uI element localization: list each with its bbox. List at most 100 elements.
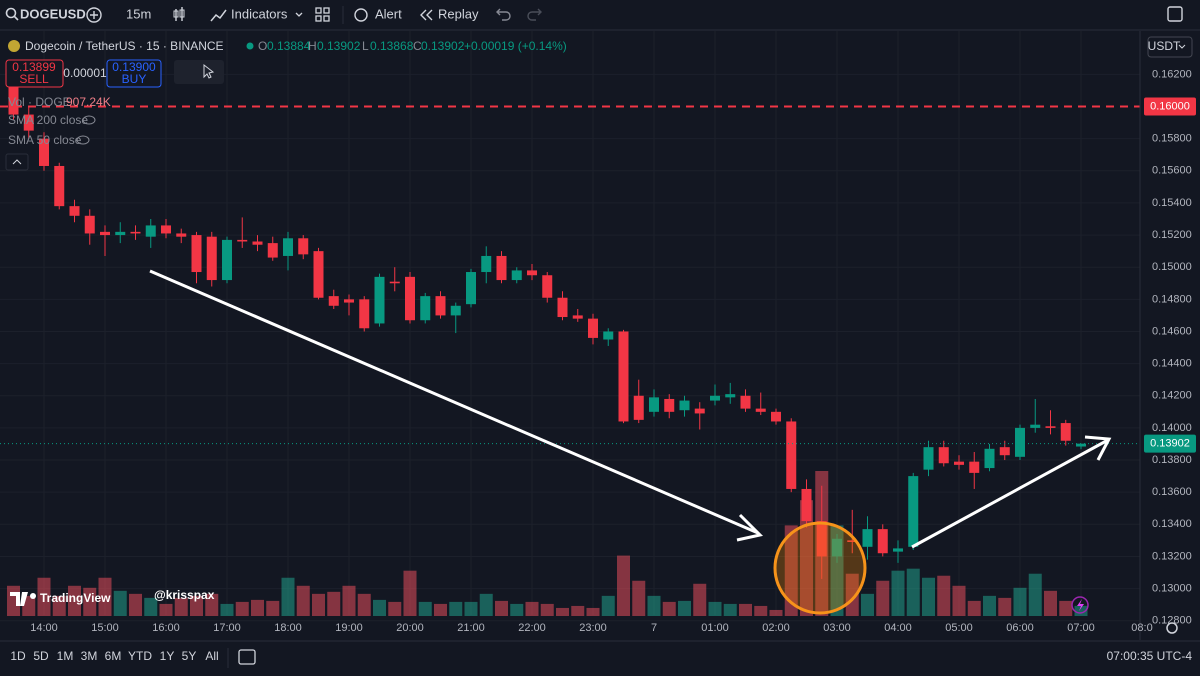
volume-bar bbox=[83, 587, 97, 616]
candle-body bbox=[1030, 424, 1041, 428]
candle-body bbox=[405, 276, 415, 321]
candle-body bbox=[801, 488, 812, 522]
volume-bar bbox=[159, 603, 173, 616]
range-button[interactable]: 1M bbox=[57, 649, 74, 663]
volume-bar bbox=[937, 575, 951, 616]
range-button[interactable]: 1D bbox=[10, 649, 26, 663]
last-price-label: 0.13902 bbox=[1150, 438, 1190, 450]
y-tick-label: 0.13200 bbox=[1152, 550, 1192, 562]
y-tick-label: 0.16200 bbox=[1152, 68, 1192, 80]
sell-price: 0.13899 bbox=[12, 60, 56, 74]
search-icon-handle bbox=[13, 15, 19, 21]
cursor-icon bbox=[203, 63, 215, 79]
watermark: TradingView @krisspax bbox=[10, 588, 215, 606]
volume-bar bbox=[769, 609, 783, 616]
volume-bar bbox=[418, 601, 432, 616]
search-icon[interactable] bbox=[5, 7, 17, 19]
volume-bar bbox=[708, 601, 722, 616]
redo[interactable] bbox=[527, 8, 542, 21]
collapse-icon bbox=[12, 159, 22, 165]
range-button[interactable]: 6M bbox=[105, 649, 122, 663]
layouts-icon[interactable] bbox=[315, 7, 330, 22]
candle-body bbox=[588, 318, 598, 338]
currency-button[interactable] bbox=[1147, 36, 1193, 58]
candle-body bbox=[511, 270, 522, 281]
candle-body bbox=[69, 206, 80, 216]
x-tick-label: 23:00 bbox=[579, 622, 607, 634]
volume-bar bbox=[449, 601, 463, 616]
market-status bbox=[246, 42, 254, 50]
candle-body bbox=[999, 447, 1010, 456]
volume-bar bbox=[388, 601, 402, 616]
y-tick-label: 0.13800 bbox=[1152, 454, 1192, 466]
hidden-icon[interactable] bbox=[82, 115, 96, 125]
candle-body bbox=[527, 270, 537, 276]
buy-button[interactable] bbox=[106, 59, 162, 88]
spread: 0.00001 bbox=[63, 66, 107, 80]
volume-bar bbox=[1028, 573, 1042, 616]
range-button[interactable]: 1Y bbox=[160, 649, 175, 663]
symbol-header: Dogecoin / TetherUS · 15 · BINANCE O 0.1… bbox=[8, 39, 567, 53]
candle-body bbox=[984, 448, 995, 469]
fullscreen[interactable] bbox=[1167, 6, 1183, 22]
tv-logo-dot bbox=[30, 593, 36, 599]
volume-bar bbox=[129, 593, 142, 616]
volume-bar bbox=[723, 603, 737, 616]
interval[interactable]: 15m bbox=[126, 6, 151, 21]
candle-body bbox=[23, 114, 34, 131]
candle-body bbox=[435, 296, 446, 316]
range-button[interactable]: YTD bbox=[128, 649, 152, 663]
indicators-button[interactable]: Indicators bbox=[231, 6, 288, 21]
lightning-icon bbox=[1077, 599, 1084, 611]
sell-button[interactable] bbox=[5, 59, 64, 88]
goto-date[interactable] bbox=[238, 649, 256, 665]
sma200-label: SMA 200 close bbox=[8, 113, 88, 127]
x-tick-label: 19:00 bbox=[335, 622, 363, 634]
annotations bbox=[149, 269, 1112, 615]
lightning-button[interactable] bbox=[1071, 596, 1089, 614]
candle-body bbox=[557, 297, 568, 318]
candle-body bbox=[283, 238, 293, 256]
volume-bar bbox=[678, 600, 691, 616]
candle-body bbox=[344, 299, 354, 303]
y-tick-label: 0.12800 bbox=[1152, 615, 1192, 627]
drag-handle[interactable] bbox=[174, 60, 224, 84]
candle-body bbox=[816, 521, 827, 557]
coin-icon bbox=[8, 40, 20, 52]
x-tick-label: 18:00 bbox=[274, 622, 302, 634]
candle-body bbox=[923, 447, 934, 470]
replay-button[interactable]: Replay bbox=[438, 6, 479, 21]
add-symbol[interactable] bbox=[86, 7, 102, 23]
candle-body bbox=[847, 540, 858, 542]
undo[interactable] bbox=[496, 8, 511, 21]
dropdown[interactable] bbox=[295, 12, 303, 17]
collapse-button[interactable] bbox=[5, 153, 29, 171]
candle-body bbox=[84, 215, 95, 234]
volume-bar bbox=[251, 599, 264, 616]
ohlc-c: C bbox=[413, 39, 422, 53]
candle-body bbox=[389, 281, 400, 284]
down-arrow bbox=[149, 269, 759, 535]
candle-body bbox=[496, 255, 507, 281]
y-tick-label: 0.15600 bbox=[1152, 165, 1192, 177]
range-button[interactable]: All bbox=[205, 649, 218, 663]
alert-icon bbox=[354, 8, 368, 22]
x-tick-label: 02:00 bbox=[762, 622, 790, 634]
range-button[interactable]: 5D bbox=[33, 649, 49, 663]
alert-button[interactable]: Alert bbox=[375, 6, 402, 21]
ohlc-open: 0.13884 bbox=[267, 39, 311, 53]
buy-label: BUY bbox=[122, 72, 147, 86]
hidden-icon[interactable] bbox=[76, 135, 90, 145]
settings-gear[interactable] bbox=[1166, 622, 1178, 634]
volume-bar bbox=[983, 595, 996, 616]
range-button[interactable]: 5Y bbox=[182, 649, 197, 663]
y-tick-label: 0.14000 bbox=[1152, 422, 1192, 434]
chart-type-body bbox=[173, 10, 179, 18]
symbol[interactable]: DOGEUSD bbox=[20, 6, 86, 21]
x-tick-label: 07:00 bbox=[1067, 622, 1095, 634]
y-tick-label: 0.13600 bbox=[1152, 486, 1192, 498]
trade-panel: 0.13899 SELL 0.00001 0.13900 BUY bbox=[5, 59, 224, 88]
range-button[interactable]: 3M bbox=[81, 649, 98, 663]
